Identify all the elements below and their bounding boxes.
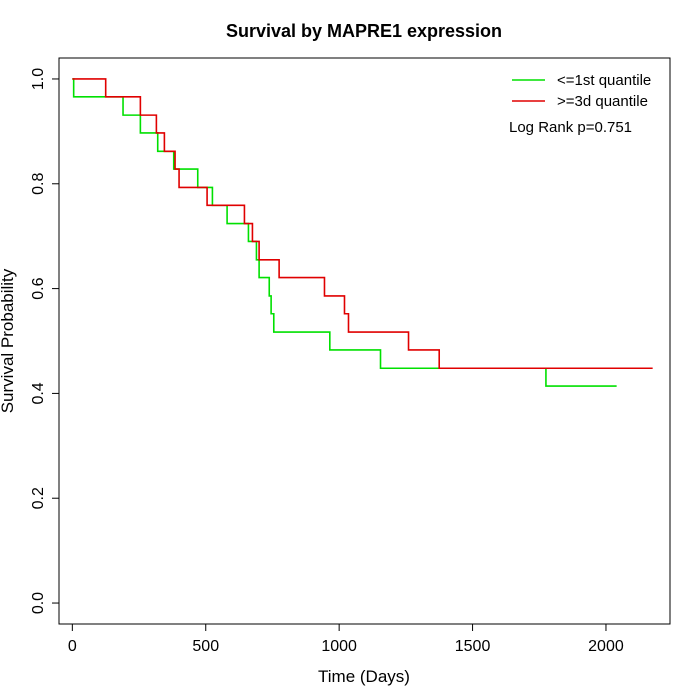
y-tick-label: 0.4	[30, 382, 47, 404]
legend-label: <=1st quantile	[557, 72, 651, 89]
series-line-1	[72, 78, 617, 387]
y-tick-label: 0.8	[30, 173, 47, 195]
y-tick-label: 1.0	[30, 68, 47, 90]
legend: <=1st quantile >=3d quantile	[512, 72, 651, 110]
y-tick-label: 0.6	[30, 277, 47, 299]
legend-label: >=3d quantile	[557, 93, 648, 110]
x-tick-label: 1500	[455, 638, 491, 655]
series-layer	[72, 78, 653, 387]
x-axis: 0 500 1000 1500 2000	[68, 623, 624, 655]
y-tick-label: 0.0	[30, 592, 47, 614]
x-tick-label: 2000	[588, 638, 624, 655]
x-axis-label: Time (Days)	[318, 667, 410, 686]
chart-title: Survival by MAPRE1 expression	[226, 21, 502, 41]
log-rank-annotation: Log Rank p=0.751	[509, 119, 632, 136]
y-tick-label: 0.2	[30, 487, 47, 509]
y-axis: 0.0 0.2 0.4 0.6 0.8 1.0	[30, 68, 60, 614]
series-line-2	[72, 78, 653, 370]
x-tick-label: 0	[68, 638, 77, 655]
plot-frame	[58, 57, 671, 625]
x-tick-label: 1000	[321, 638, 357, 655]
x-tick-label: 500	[192, 638, 219, 655]
y-axis-label: Survival Probability	[0, 268, 17, 413]
